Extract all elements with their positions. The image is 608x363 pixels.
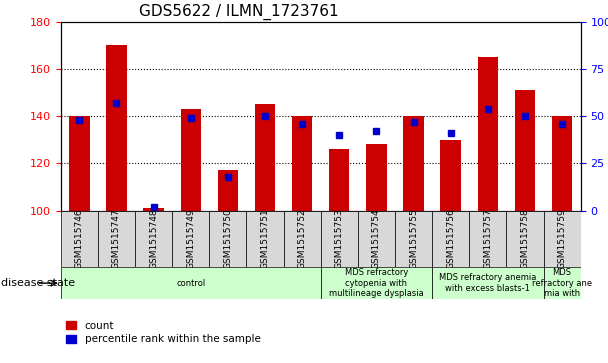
Bar bbox=[366, 144, 387, 211]
Legend: count, percentile rank within the sample: count, percentile rank within the sample bbox=[66, 321, 261, 344]
Text: GSM1515755: GSM1515755 bbox=[409, 208, 418, 269]
Bar bbox=[478, 57, 498, 211]
Bar bbox=[106, 45, 126, 211]
Text: GSM1515756: GSM1515756 bbox=[446, 208, 455, 269]
Bar bbox=[61, 267, 321, 299]
Text: GSM1515753: GSM1515753 bbox=[335, 208, 344, 269]
Bar bbox=[321, 267, 432, 299]
Text: control: control bbox=[176, 279, 206, 287]
Bar bbox=[552, 116, 572, 211]
Bar bbox=[358, 211, 395, 267]
Bar bbox=[403, 116, 424, 211]
Bar bbox=[432, 211, 469, 267]
Bar bbox=[283, 211, 321, 267]
Bar bbox=[61, 211, 98, 267]
Text: GSM1515759: GSM1515759 bbox=[558, 208, 567, 269]
Text: GSM1515746: GSM1515746 bbox=[75, 208, 84, 269]
Bar bbox=[69, 116, 89, 211]
Bar bbox=[469, 211, 506, 267]
Bar bbox=[246, 211, 283, 267]
Text: GSM1515754: GSM1515754 bbox=[372, 208, 381, 269]
Bar bbox=[440, 140, 461, 211]
Text: MDS
refractory ane
mia with: MDS refractory ane mia with bbox=[532, 268, 592, 298]
Text: GSM1515749: GSM1515749 bbox=[186, 208, 195, 269]
Text: GSM1515757: GSM1515757 bbox=[483, 208, 492, 269]
Bar bbox=[143, 208, 164, 211]
Bar bbox=[506, 211, 544, 267]
Bar bbox=[395, 211, 432, 267]
Bar bbox=[329, 149, 350, 211]
Bar bbox=[515, 90, 535, 211]
Text: GDS5622 / ILMN_1723761: GDS5622 / ILMN_1723761 bbox=[139, 4, 339, 20]
Bar bbox=[544, 267, 581, 299]
Bar bbox=[172, 211, 209, 267]
Bar bbox=[218, 170, 238, 211]
Bar bbox=[292, 116, 313, 211]
Bar bbox=[255, 105, 275, 211]
Text: GSM1515747: GSM1515747 bbox=[112, 208, 121, 269]
Text: MDS refractory anemia
with excess blasts-1: MDS refractory anemia with excess blasts… bbox=[439, 273, 536, 293]
Bar bbox=[135, 211, 172, 267]
Text: GSM1515752: GSM1515752 bbox=[298, 208, 306, 269]
Bar bbox=[544, 211, 581, 267]
Bar bbox=[181, 109, 201, 211]
Bar bbox=[98, 211, 135, 267]
Text: MDS refractory
cytopenia with
multilineage dysplasia: MDS refractory cytopenia with multilinea… bbox=[329, 268, 424, 298]
Text: GSM1515750: GSM1515750 bbox=[223, 208, 232, 269]
Text: GSM1515748: GSM1515748 bbox=[149, 208, 158, 269]
Text: disease state: disease state bbox=[1, 278, 75, 288]
Text: GSM1515758: GSM1515758 bbox=[520, 208, 530, 269]
Bar bbox=[321, 211, 358, 267]
Bar bbox=[209, 211, 246, 267]
Text: GSM1515751: GSM1515751 bbox=[260, 208, 269, 269]
Bar bbox=[432, 267, 544, 299]
